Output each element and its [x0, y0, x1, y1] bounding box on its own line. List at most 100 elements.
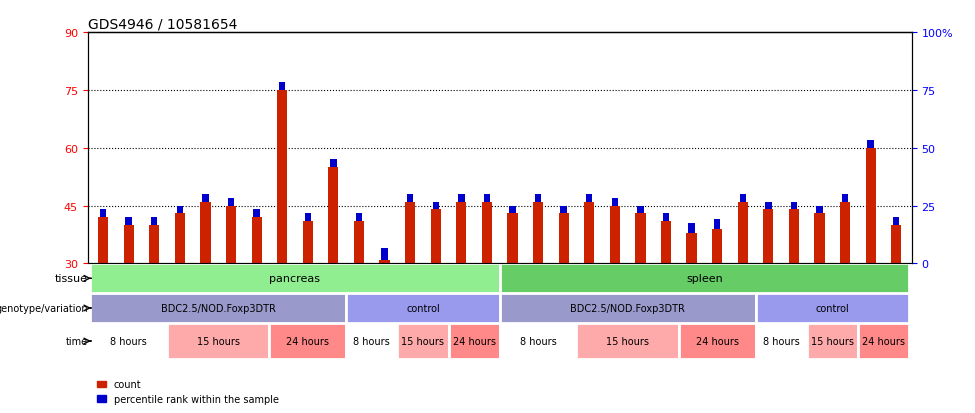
Bar — [806, 323, 858, 359]
Bar — [202, 195, 209, 202]
Text: 15 hours: 15 hours — [606, 336, 649, 346]
Bar — [686, 233, 697, 264]
Bar — [561, 206, 566, 214]
Bar — [407, 195, 413, 202]
Text: 24 hours: 24 hours — [452, 336, 495, 346]
Text: 8 hours: 8 hours — [353, 336, 390, 346]
Bar — [765, 202, 771, 210]
Text: control: control — [815, 303, 849, 313]
Bar — [456, 202, 466, 264]
Bar — [302, 221, 313, 264]
Bar — [331, 160, 336, 168]
Text: control: control — [406, 303, 440, 313]
Text: time: time — [65, 336, 88, 346]
Bar — [448, 323, 499, 359]
Bar — [176, 206, 183, 214]
Bar — [431, 210, 441, 264]
Bar — [356, 214, 362, 221]
Bar — [228, 198, 234, 206]
Bar — [738, 202, 748, 264]
Bar — [379, 260, 390, 264]
Text: 15 hours: 15 hours — [811, 336, 854, 346]
Text: BDC2.5/NOD.Foxp3DTR: BDC2.5/NOD.Foxp3DTR — [161, 303, 276, 313]
Bar — [509, 206, 516, 214]
Bar — [254, 210, 259, 218]
Text: 8 hours: 8 hours — [110, 336, 147, 346]
Bar — [841, 195, 848, 202]
Bar — [499, 264, 909, 293]
Bar — [126, 218, 132, 225]
Bar — [99, 210, 106, 218]
Bar — [533, 202, 543, 264]
Bar — [329, 168, 338, 264]
Bar — [149, 225, 159, 264]
Bar — [167, 323, 269, 359]
Bar — [405, 202, 415, 264]
Bar — [858, 323, 909, 359]
Bar — [226, 206, 236, 264]
Bar — [814, 214, 825, 264]
Bar — [354, 221, 364, 264]
Bar — [789, 210, 800, 264]
Bar — [279, 83, 286, 91]
Bar — [840, 202, 850, 264]
Bar — [636, 214, 645, 264]
Text: 24 hours: 24 hours — [696, 336, 739, 346]
Bar — [866, 148, 876, 264]
Bar — [507, 214, 518, 264]
Text: genotype/variation: genotype/variation — [0, 303, 88, 313]
Legend: count, percentile rank within the sample: count, percentile rank within the sample — [93, 375, 283, 408]
Bar — [304, 214, 311, 221]
Bar — [712, 229, 722, 264]
Bar — [175, 214, 185, 264]
Bar — [816, 206, 823, 214]
Bar — [346, 323, 398, 359]
Text: 8 hours: 8 hours — [520, 336, 557, 346]
Text: BDC2.5/NOD.Foxp3DTR: BDC2.5/NOD.Foxp3DTR — [570, 303, 685, 313]
Bar — [756, 323, 806, 359]
Bar — [433, 202, 439, 210]
Bar — [891, 225, 902, 264]
Bar — [91, 323, 167, 359]
Bar — [124, 225, 134, 264]
Bar — [458, 195, 464, 202]
Text: 15 hours: 15 hours — [402, 336, 445, 346]
Bar — [763, 210, 773, 264]
Bar — [535, 195, 541, 202]
Bar — [398, 323, 448, 359]
Bar — [740, 195, 746, 202]
Bar — [484, 195, 490, 202]
Bar — [269, 323, 346, 359]
Text: 24 hours: 24 hours — [287, 336, 330, 346]
Bar — [98, 218, 108, 264]
Bar — [611, 198, 618, 206]
Bar — [609, 206, 620, 264]
Bar — [661, 221, 671, 264]
Bar — [151, 218, 158, 225]
Bar — [679, 323, 756, 359]
Bar — [277, 91, 288, 264]
Bar — [499, 293, 756, 323]
Bar — [559, 214, 568, 264]
Bar — [756, 293, 909, 323]
Bar — [791, 202, 798, 210]
Bar — [663, 214, 669, 221]
Bar — [586, 195, 593, 202]
Bar — [893, 218, 900, 225]
Bar — [346, 293, 499, 323]
Bar — [576, 323, 679, 359]
Bar — [499, 323, 576, 359]
Text: tissue: tissue — [55, 273, 88, 284]
Text: GDS4946 / 10581654: GDS4946 / 10581654 — [88, 18, 237, 32]
Bar — [584, 202, 595, 264]
Bar — [91, 293, 346, 323]
Text: 8 hours: 8 hours — [762, 336, 800, 346]
Bar — [252, 218, 261, 264]
Bar — [714, 220, 721, 229]
Bar — [638, 206, 644, 214]
Text: 15 hours: 15 hours — [197, 336, 240, 346]
Bar — [688, 223, 695, 233]
Bar — [482, 202, 492, 264]
Text: 24 hours: 24 hours — [862, 336, 905, 346]
Text: spleen: spleen — [686, 273, 722, 284]
